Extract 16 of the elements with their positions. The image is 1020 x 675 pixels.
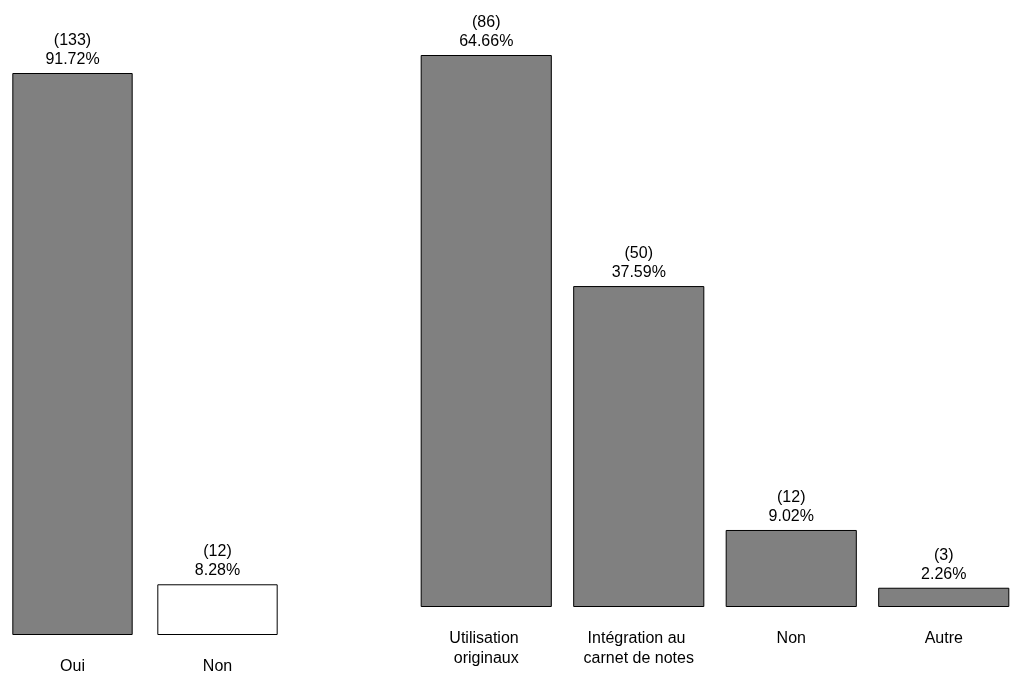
bar [420, 55, 552, 607]
x-tick-label: Non [776, 628, 806, 646]
bar [878, 587, 1010, 607]
x-tick-label: Non [202, 656, 233, 674]
bar [573, 286, 705, 607]
data-label: (133) 91.72% [45, 31, 100, 67]
x-tick-label: Utilisation originaux [449, 628, 524, 666]
data-label: (86) 64.66% [459, 13, 514, 49]
x-tick-label: Intégration au carnet de notes [583, 628, 694, 666]
x-tick-label: Autre [924, 628, 963, 646]
data-label: (3) 2.26% [921, 545, 967, 582]
data-label: (12) 9.02% [768, 487, 814, 524]
bar [725, 529, 857, 607]
data-label: (12) 8.28% [194, 542, 241, 579]
x-tick-label: Oui [60, 656, 85, 674]
data-label: (50) 37.59% [611, 244, 666, 281]
